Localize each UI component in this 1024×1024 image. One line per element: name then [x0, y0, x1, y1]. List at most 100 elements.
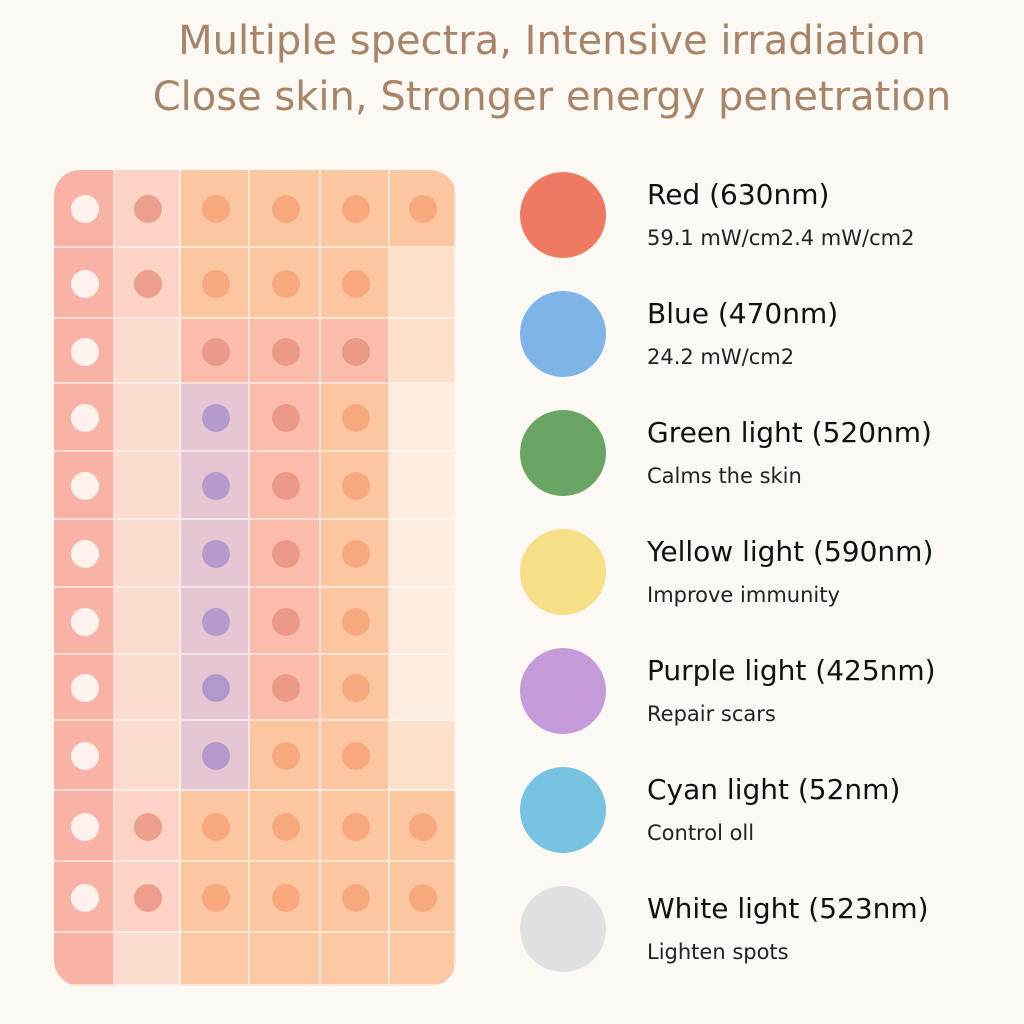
- legend-name: Blue (470nm): [647, 297, 839, 330]
- led-panel-cell: [115, 520, 181, 588]
- led-panel-cell: [115, 655, 181, 721]
- orange-led-icon: [341, 195, 370, 223]
- orange-led-icon: [341, 742, 370, 770]
- led-panel-cell: [321, 384, 390, 452]
- orange-led-icon: [341, 883, 370, 912]
- red-led-icon: [341, 337, 370, 366]
- orange-led-icon: [341, 540, 370, 568]
- legend-desc: Calms the skin: [647, 464, 802, 488]
- led-panel-cell: [115, 452, 181, 520]
- legend-item-blue: Blue (470nm) 24.2 mW/cm2: [520, 291, 1000, 391]
- led-panel-cell: [390, 933, 456, 986]
- orange-led-icon: [201, 883, 230, 912]
- white-led-icon: [70, 337, 99, 366]
- red-light-swatch-icon: [520, 172, 606, 258]
- led-panel-cell: [321, 933, 390, 986]
- legend-name: Purple light (425nm): [647, 654, 936, 687]
- headline-line-1: Multiple spectra, Intensive irradiation: [178, 18, 926, 64]
- legend-name: Cyan light (52nm): [647, 773, 901, 806]
- legend-item-white: White light (523nm) Lighten spots: [520, 886, 1000, 986]
- led-panel-cell: [115, 933, 181, 986]
- purple-led-icon: [201, 674, 230, 702]
- orange-led-icon: [271, 195, 300, 223]
- red-led-icon: [271, 607, 300, 636]
- led-panel-cell: [390, 452, 456, 520]
- legend-desc: Repair scars: [647, 702, 776, 726]
- white-led-icon: [70, 742, 99, 770]
- red-led-icon: [201, 337, 230, 366]
- led-panel-cell: [390, 588, 456, 655]
- legend-name: White light (523nm): [647, 892, 929, 925]
- legend-desc: Control oll: [647, 821, 755, 845]
- white-led-icon: [70, 195, 99, 223]
- legend-desc: Improve immunity: [647, 583, 840, 607]
- orange-led-icon: [409, 195, 437, 223]
- legend-desc: 24.2 mW/cm2: [647, 345, 795, 369]
- led-panel-cell: [390, 655, 456, 721]
- led-panel-cell: [115, 721, 181, 791]
- red-led-icon: [271, 674, 300, 702]
- led-panel-cell: [390, 721, 456, 791]
- red-led-icon: [271, 404, 300, 432]
- white-led-icon: [70, 404, 99, 432]
- red-led-icon: [271, 472, 300, 500]
- legend-name: Red (630nm): [647, 178, 830, 211]
- orange-led-icon: [409, 883, 437, 912]
- led-panel-cell: [250, 933, 321, 986]
- purple-led-icon: [201, 540, 230, 568]
- led-panel: [54, 170, 456, 986]
- legend-item-green: Green light (520nm) Calms the skin: [520, 410, 1000, 510]
- purple-light-swatch-icon: [520, 648, 606, 734]
- orange-led-icon: [201, 195, 230, 223]
- orange-led-icon: [341, 269, 370, 298]
- orange-led-icon: [271, 742, 300, 770]
- red-led-icon: [271, 540, 300, 568]
- legend-name: Yellow light (590nm): [647, 535, 934, 568]
- led-panel-cell: [250, 588, 321, 655]
- orange-led-icon: [271, 812, 300, 841]
- led-panel-cell: [250, 791, 321, 862]
- blue-light-swatch-icon: [520, 291, 606, 377]
- red-led-icon: [134, 812, 162, 841]
- green-light-swatch-icon: [520, 410, 606, 496]
- white-led-icon: [70, 472, 99, 500]
- legend-desc: 59.1 mW/cm2.4 mW/cm2: [647, 226, 915, 250]
- led-panel-cell: [390, 319, 456, 384]
- led-panel-cell: [321, 862, 390, 933]
- white-light-swatch-icon: [520, 886, 606, 972]
- legend-item-cyan: Cyan light (52nm) Control oll: [520, 767, 1000, 867]
- orange-led-icon: [409, 812, 437, 841]
- orange-led-icon: [341, 472, 370, 500]
- led-panel-cell: [390, 520, 456, 588]
- red-led-icon: [134, 195, 162, 223]
- white-led-icon: [70, 883, 99, 912]
- led-panel-cell: [321, 655, 390, 721]
- headline-line-2: Close skin, Stronger energy penetration: [152, 74, 952, 120]
- orange-led-icon: [341, 674, 370, 702]
- red-led-icon: [134, 269, 162, 298]
- orange-led-icon: [341, 404, 370, 432]
- orange-led-icon: [341, 607, 370, 636]
- led-panel-cell: [115, 384, 181, 452]
- white-led-icon: [70, 269, 99, 298]
- cyan-light-swatch-icon: [520, 767, 606, 853]
- led-panel-cell: [390, 384, 456, 452]
- white-led-icon: [70, 540, 99, 568]
- legend-name: Green light (520nm): [647, 416, 932, 449]
- legend-item-yellow: Yellow light (590nm) Improve immunity: [520, 529, 1000, 629]
- led-panel-cell: [390, 248, 456, 319]
- led-panel-cell: [115, 319, 181, 384]
- orange-led-icon: [201, 269, 230, 298]
- red-led-icon: [134, 883, 162, 912]
- led-panel-cell: [181, 791, 250, 862]
- orange-led-icon: [271, 883, 300, 912]
- red-led-icon: [271, 337, 300, 366]
- yellow-light-swatch-icon: [520, 529, 606, 615]
- white-led-icon: [70, 674, 99, 702]
- orange-led-icon: [271, 269, 300, 298]
- orange-led-icon: [201, 812, 230, 841]
- legend-desc: Lighten spots: [647, 940, 789, 964]
- led-panel-cell: [54, 933, 115, 986]
- purple-led-icon: [201, 404, 230, 432]
- legend-item-red: Red (630nm) 59.1 mW/cm2.4 mW/cm2: [520, 172, 1000, 272]
